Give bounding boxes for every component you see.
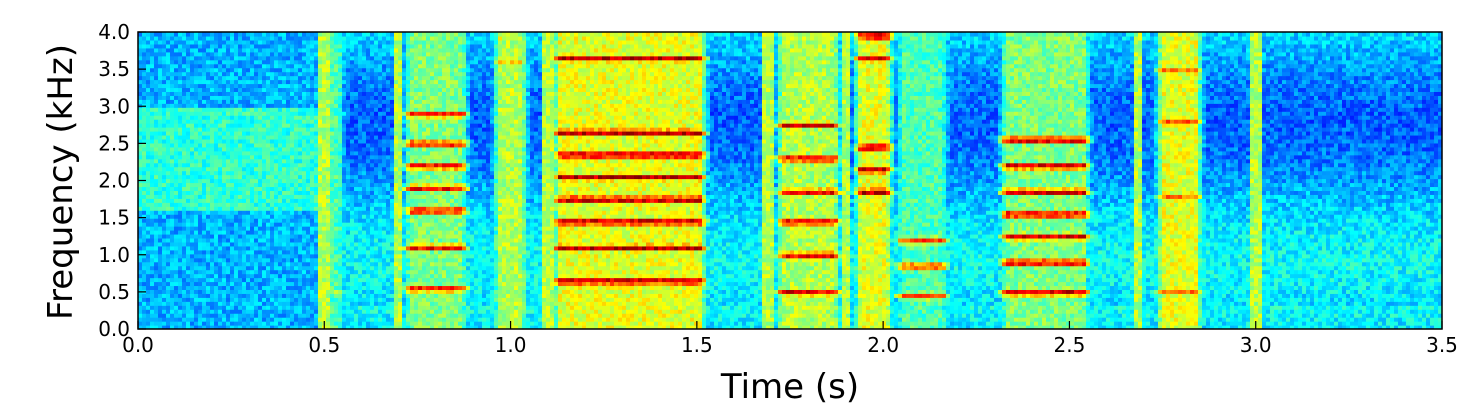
y-tick-label: 0.0 xyxy=(98,317,130,341)
y-tick-label: 4.0 xyxy=(98,20,130,44)
x-tick-label: 1.5 xyxy=(681,333,713,357)
spectrogram-image xyxy=(138,32,1443,330)
x-axis-title: Time (s) xyxy=(720,367,859,407)
y-axis-title: Frequency (kHz) xyxy=(41,44,81,320)
y-tick-label: 2.0 xyxy=(98,169,130,193)
y-tick-label: 2.5 xyxy=(98,131,130,155)
x-tick-label: 0.5 xyxy=(308,333,340,357)
x-tick-label: 2.0 xyxy=(867,333,899,357)
x-tick-label: 3.5 xyxy=(1426,333,1458,357)
y-tick-label: 3.5 xyxy=(98,57,130,81)
y-tick-label: 3.0 xyxy=(98,94,130,118)
y-tick-label: 1.0 xyxy=(98,243,130,267)
y-tick-label: 1.5 xyxy=(98,206,130,230)
x-tick-label: 3.0 xyxy=(1240,333,1272,357)
x-tick-label: 1.0 xyxy=(495,333,527,357)
x-tick-label: 2.5 xyxy=(1054,333,1086,357)
y-tick-label: 0.5 xyxy=(98,280,130,304)
